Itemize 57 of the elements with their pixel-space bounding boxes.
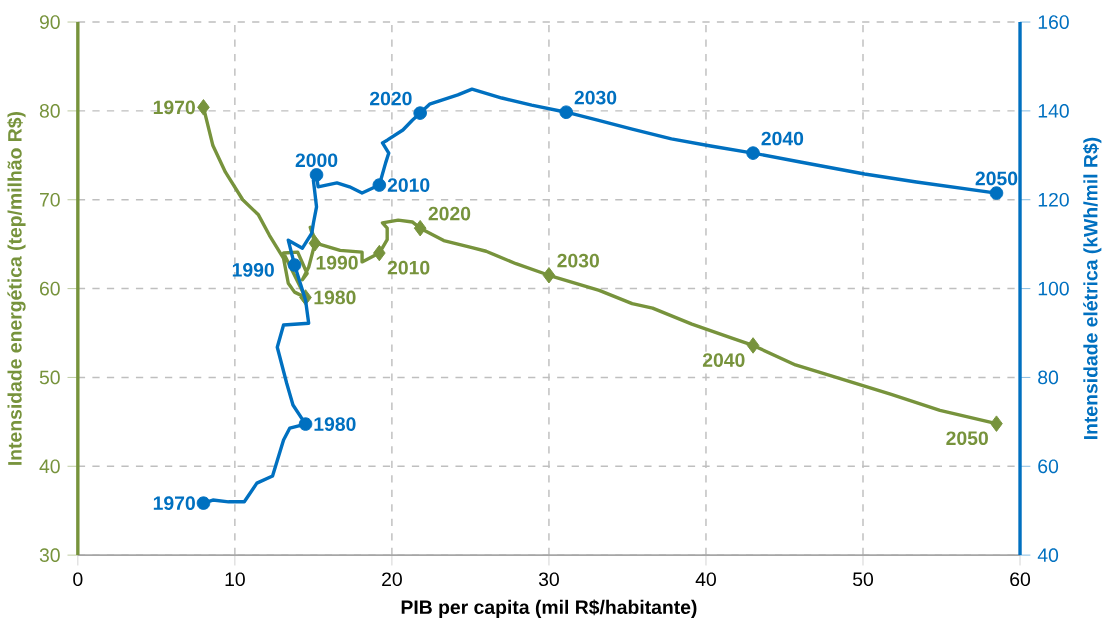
x-axis-title: PIB per capita (mil R$/habitante) — [401, 599, 697, 618]
series-label: 2020 — [428, 206, 471, 221]
y2-tick-label: 140 — [1038, 104, 1069, 118]
y-axis-title: Intensidade energética (tep/milhão R$) — [7, 112, 26, 465]
series-label: 1980 — [314, 290, 356, 305]
point — [746, 146, 760, 160]
x-tick-label: 60 — [1010, 572, 1031, 587]
point — [308, 235, 322, 252]
y2-axis-title: Intensidade elétrica (kWh/mil R$) — [1082, 137, 1102, 440]
x-tick-label: 20 — [382, 572, 402, 587]
y2-tick-label: 60 — [1038, 459, 1059, 474]
series-label: 2010 — [387, 178, 430, 192]
point — [287, 258, 302, 272]
point — [413, 219, 427, 237]
y2-tick-label: 80 — [1038, 370, 1059, 385]
series-label: 1980 — [314, 417, 356, 431]
point — [559, 105, 573, 120]
series-label: 2040 — [702, 353, 745, 367]
x-tick-label: 10 — [225, 572, 245, 587]
series-label: 2010 — [387, 260, 430, 275]
point — [542, 267, 556, 284]
series-label: 2000 — [295, 153, 338, 168]
y2-tick-label: 120 — [1038, 192, 1069, 207]
series-label: 2050 — [975, 171, 1018, 186]
y2-tick-label: 40 — [1037, 548, 1059, 562]
point — [197, 99, 210, 116]
y-tick-label: 70 — [40, 192, 60, 207]
point — [746, 337, 760, 354]
y2-tick-label: 100 — [1038, 281, 1069, 296]
series-label: 1970 — [153, 496, 195, 511]
series-label: 1990 — [232, 263, 274, 277]
point — [989, 186, 1004, 200]
y-tick-label: 60 — [40, 281, 60, 296]
series-label: 2040 — [761, 131, 804, 146]
x-tick-label: 30 — [538, 572, 559, 587]
series-label: 2030 — [574, 90, 617, 105]
y-tick-label: 80 — [39, 104, 60, 118]
point — [413, 106, 427, 120]
y-tick-label: 40 — [39, 459, 60, 474]
series-label: 2020 — [370, 91, 412, 106]
y-tick-label: 90 — [39, 15, 60, 29]
series-label: 1970 — [153, 100, 195, 115]
series-label: 2030 — [557, 253, 599, 268]
point — [309, 168, 324, 182]
y-tick-label: 50 — [39, 370, 60, 385]
y-tick-label: 30 — [39, 548, 60, 562]
point — [196, 496, 211, 510]
series-label: 1990 — [316, 255, 358, 270]
y2-tick-label: 160 — [1038, 15, 1069, 29]
point — [298, 417, 313, 431]
x-tick-label: 50 — [852, 572, 874, 587]
x-tick-label: 0 — [73, 572, 83, 587]
point — [373, 244, 386, 262]
point — [990, 415, 1003, 432]
x-tick-label: 40 — [695, 572, 716, 587]
series-label: 2050 — [946, 431, 988, 446]
point — [372, 178, 387, 192]
